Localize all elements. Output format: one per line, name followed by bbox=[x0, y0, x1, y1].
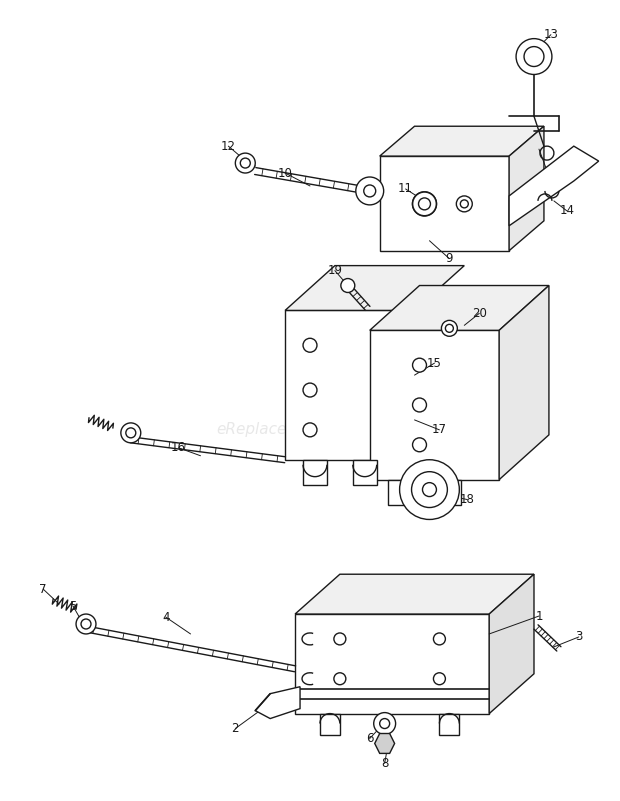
Circle shape bbox=[303, 338, 317, 352]
Text: 3: 3 bbox=[575, 630, 582, 643]
Circle shape bbox=[412, 472, 448, 508]
Polygon shape bbox=[285, 266, 464, 311]
Circle shape bbox=[418, 198, 430, 210]
Circle shape bbox=[364, 185, 376, 197]
Circle shape bbox=[412, 192, 436, 215]
Polygon shape bbox=[255, 686, 300, 718]
Polygon shape bbox=[370, 330, 499, 480]
Polygon shape bbox=[509, 146, 599, 226]
Polygon shape bbox=[499, 285, 549, 480]
Polygon shape bbox=[438, 480, 461, 505]
Circle shape bbox=[76, 614, 96, 634]
Text: 17: 17 bbox=[432, 424, 447, 437]
Circle shape bbox=[412, 398, 427, 412]
Polygon shape bbox=[370, 285, 549, 330]
Text: 11: 11 bbox=[398, 183, 413, 195]
Polygon shape bbox=[379, 127, 544, 156]
Circle shape bbox=[433, 673, 445, 685]
Circle shape bbox=[303, 383, 317, 397]
Circle shape bbox=[422, 483, 436, 497]
Polygon shape bbox=[509, 127, 544, 251]
Circle shape bbox=[334, 673, 346, 685]
Circle shape bbox=[524, 46, 544, 66]
Text: 8: 8 bbox=[381, 757, 388, 770]
Polygon shape bbox=[440, 714, 459, 735]
Circle shape bbox=[412, 358, 427, 372]
Circle shape bbox=[303, 423, 317, 437]
Circle shape bbox=[412, 192, 436, 215]
Circle shape bbox=[126, 428, 136, 438]
Polygon shape bbox=[388, 480, 412, 505]
Text: 9: 9 bbox=[446, 252, 453, 265]
Polygon shape bbox=[303, 460, 327, 485]
Circle shape bbox=[241, 158, 250, 168]
Text: 12: 12 bbox=[221, 139, 236, 153]
Circle shape bbox=[334, 633, 346, 645]
Text: 10: 10 bbox=[278, 167, 293, 179]
Circle shape bbox=[236, 153, 255, 173]
Circle shape bbox=[433, 633, 445, 645]
Circle shape bbox=[412, 438, 427, 452]
Polygon shape bbox=[489, 574, 534, 714]
Circle shape bbox=[441, 320, 458, 336]
Circle shape bbox=[456, 196, 472, 211]
Circle shape bbox=[400, 460, 459, 520]
Text: 2: 2 bbox=[232, 722, 239, 735]
Polygon shape bbox=[379, 156, 509, 251]
Text: 15: 15 bbox=[427, 356, 442, 370]
Polygon shape bbox=[320, 714, 340, 735]
Circle shape bbox=[121, 423, 141, 443]
Circle shape bbox=[356, 177, 384, 205]
Text: 7: 7 bbox=[40, 582, 47, 596]
Text: 20: 20 bbox=[472, 307, 487, 320]
Circle shape bbox=[445, 324, 453, 332]
Polygon shape bbox=[374, 734, 394, 754]
Text: 14: 14 bbox=[559, 204, 574, 217]
Circle shape bbox=[516, 38, 552, 74]
Text: 19: 19 bbox=[327, 264, 342, 277]
Polygon shape bbox=[353, 460, 377, 485]
Polygon shape bbox=[295, 574, 534, 614]
Text: 13: 13 bbox=[544, 28, 559, 41]
Circle shape bbox=[81, 619, 91, 629]
Text: 6: 6 bbox=[366, 732, 373, 745]
Text: 4: 4 bbox=[162, 610, 169, 623]
Circle shape bbox=[374, 713, 396, 735]
Polygon shape bbox=[295, 614, 489, 714]
Circle shape bbox=[379, 718, 389, 729]
Circle shape bbox=[341, 279, 355, 292]
Polygon shape bbox=[285, 311, 415, 460]
Text: eReplacementParts.com: eReplacementParts.com bbox=[216, 422, 404, 437]
Text: 1: 1 bbox=[535, 610, 542, 622]
Circle shape bbox=[460, 200, 468, 208]
Text: 5: 5 bbox=[69, 600, 77, 613]
Text: 18: 18 bbox=[460, 493, 475, 506]
Text: 16: 16 bbox=[171, 441, 186, 454]
